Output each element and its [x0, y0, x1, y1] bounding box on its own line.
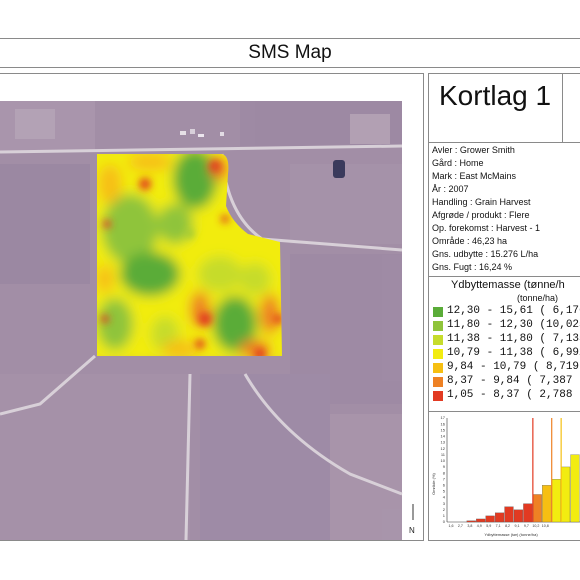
histogram-panel: Område (%) Ydbyttemasse (tør) (tonne/ha)…: [428, 412, 580, 541]
histogram-y-tick: 10: [441, 458, 446, 463]
legend-label: 11,38 - 11,80 ( 7,135: [447, 333, 580, 345]
legend-label: 9,84 - 10,79 ( 8,719: [447, 361, 580, 373]
histogram-x-tick: 9,7: [524, 524, 529, 528]
histogram-bar: [560, 466, 571, 523]
legend-label: 11,80 - 12,30 (10,025: [447, 319, 580, 331]
farmstead: [180, 129, 224, 137]
legend-label: 12,30 - 15,61 ( 6,176: [447, 305, 580, 317]
histogram-bar: [542, 485, 552, 523]
histogram-bar: [466, 520, 476, 523]
histogram-x-tick: 10,2: [532, 524, 539, 528]
histogram-y-tick: 8: [443, 470, 446, 475]
histogram-x-tick: 4,9: [477, 524, 482, 528]
histogram-y-tick: 1: [443, 513, 446, 518]
info-farm: Gård : Home: [432, 158, 484, 168]
map-canvas[interactable]: N: [0, 74, 422, 540]
histogram-y-tick: 13: [441, 440, 446, 445]
histogram-y-tick: 12: [441, 446, 446, 451]
legend-swatch: [433, 321, 443, 331]
histogram-bar: [476, 518, 486, 523]
histogram-x-tick: 1,6: [449, 524, 454, 528]
legend-label: 1,05 - 8,37 ( 2,788: [447, 389, 573, 401]
histogram-y-label: Område (%): [431, 472, 436, 494]
histogram-x-label: Ydbyttemasse (tør) (tonne/ha): [484, 532, 538, 537]
legend-swatch: [433, 307, 443, 317]
info-grower: Avler : Grower Smith: [432, 145, 515, 155]
histogram-x-tick: 8,2: [505, 524, 510, 528]
map-frame: N: [0, 73, 424, 541]
histogram-x-tick: 2,7: [458, 524, 463, 528]
histogram-bar: [513, 509, 523, 523]
histogram-y-tick: 17: [441, 415, 446, 420]
histogram-y-tick: 15: [441, 427, 446, 432]
info-avg-moisture: Gns. Fugt : 16,24 %: [432, 262, 513, 272]
layer-panel: Kortlag 1: [428, 73, 580, 143]
info-area: Område : 46,23 ha: [432, 236, 508, 246]
info-year: År : 2007: [432, 184, 469, 194]
histogram-markers: [532, 418, 562, 522]
histogram-bar: [523, 503, 533, 523]
histogram-y-tick: 7: [443, 476, 446, 481]
title-bar: SMS Map: [0, 38, 580, 68]
layer-panel-divider: [562, 74, 563, 142]
histogram-y-tick: 6: [443, 482, 446, 487]
info-panel: Avler : Grower Smith Gård : Home Mark : …: [428, 143, 580, 277]
legend-label: 10,79 - 11,38 ( 6,992: [447, 347, 580, 359]
legend-unit: (tonne/ha): [517, 293, 559, 303]
aerial-field-patches: [0, 101, 402, 540]
histogram-y-tick: 0: [443, 519, 446, 524]
yield-heatmap: [97, 154, 282, 356]
info-field: Mark : East McMains: [432, 171, 517, 181]
histogram-x-tick: 7,1: [496, 524, 501, 528]
legend-swatch: [433, 377, 443, 387]
legend-swatch: [433, 335, 443, 345]
histogram-bar: [570, 454, 580, 523]
legend-label: 8,37 - 9,84 ( 7,387: [447, 375, 573, 387]
info-avg-yield: Gns. udbytte : 15.276 L/ha: [432, 249, 539, 259]
histogram-bar: [551, 479, 561, 523]
pond: [333, 160, 345, 178]
histogram-y-tick: 14: [441, 434, 446, 439]
histogram-y-tick: 16: [441, 421, 446, 426]
histogram-bar: [504, 506, 514, 523]
page-title: SMS Map: [248, 42, 332, 63]
histogram-bar: [532, 494, 542, 523]
histogram-y-tick: 9: [443, 464, 446, 469]
histogram-bar: [485, 515, 495, 523]
histogram-bars: [466, 454, 580, 523]
north-arrow: N: [409, 504, 415, 535]
layer-name: Kortlag 1: [439, 80, 552, 111]
histogram-y-tick: 3: [443, 501, 446, 506]
info-occurrence: Op. forekomst : Harvest - 1: [432, 223, 541, 233]
north-label: N: [409, 526, 415, 535]
legend-panel: Ydbyttemasse (tønne/h (tonne/ha) 12,30 -…: [428, 277, 580, 412]
histogram: Område (%) Ydbyttemasse (tør) (tonne/ha)…: [431, 415, 580, 537]
legend-swatch: [433, 349, 443, 359]
histogram-x-tick: 5,9: [486, 524, 491, 528]
histogram-x-tick: 10,8: [542, 524, 549, 528]
histogram-y-tick: 4: [443, 495, 446, 500]
histogram-x-ticks: 1,6 2,7 3,8 4,9 5,9 7,1 8,2 9,1 9,7 10,2 10,8: [449, 524, 549, 528]
histogram-y-tick: 5: [443, 489, 446, 494]
info-crop: Afgrøde / produkt : Flere: [432, 210, 530, 220]
histogram-x-tick: 9,1: [515, 524, 520, 528]
legend-title: Ydbyttemasse (tønne/h: [451, 279, 565, 291]
histogram-x-tick: 3,8: [467, 524, 472, 528]
info-operation: Handling : Grain Harvest: [432, 197, 531, 207]
map-svg: N: [0, 101, 415, 540]
histogram-bar: [494, 512, 505, 523]
legend-swatch: [433, 391, 443, 401]
histogram-y-tick: 11: [441, 452, 446, 457]
legend-swatch: [433, 363, 443, 373]
histogram-y-tick: 2: [443, 507, 446, 512]
